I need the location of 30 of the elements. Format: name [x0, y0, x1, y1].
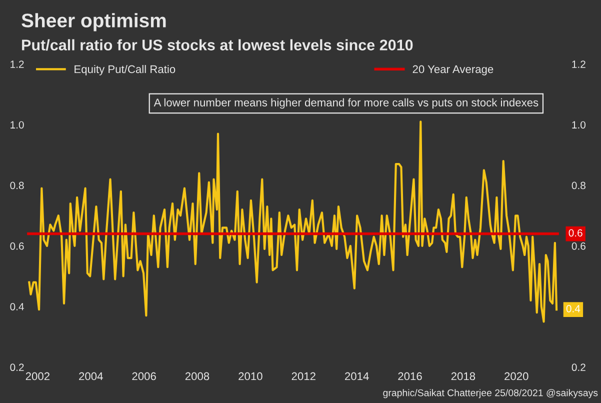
- text: graphic/Saikat Chatterjee 25/08/2021 @saikysays: [383, 389, 598, 398]
- y2-tick-label: 0.8: [572, 182, 586, 190]
- x-tick-label: 2016: [398, 372, 422, 380]
- y-tick-label: 1.2: [10, 60, 24, 68]
- x-tick-label: 2014: [345, 372, 369, 380]
- chart-subtitle: Put/call ratio for US stocks at lowest levels since 2010: [22, 39, 413, 51]
- y-tick-label: 1.0: [10, 121, 24, 129]
- x-tick-label: 2010: [238, 372, 262, 380]
- legend-label: 20 Year Average: [412, 65, 494, 76]
- x-tick-label: 2004: [79, 372, 103, 380]
- x-tick-label: 2006: [132, 372, 156, 380]
- x-tick-label: 2018: [451, 372, 476, 380]
- legend-label: Equity Put/Call Ratio: [74, 64, 176, 76]
- x-tick-label: 2012: [292, 372, 316, 380]
- line-series: [28, 120, 558, 323]
- y-tick-label: 0.2: [10, 364, 24, 372]
- x-tick-label: 2002: [26, 372, 50, 380]
- y-tick-label: 0.6: [10, 242, 24, 250]
- y2-tick-label: 0.2: [572, 364, 586, 372]
- chart-title: Sheer optimism: [22, 13, 166, 32]
- y2-tick-label: 1.2: [572, 60, 586, 68]
- y2-tick-label: 1.0: [572, 121, 586, 129]
- x-tick-label: 2008: [185, 372, 210, 380]
- x-tick-label: 2020: [504, 372, 528, 380]
- annotation: A lower number means higher demand for more calls vs puts on stock indexes: [154, 98, 538, 109]
- y-tick-label: 0.4: [10, 303, 24, 310]
- y-tick-label: 0.8: [10, 182, 24, 190]
- annotation: 0.6: [568, 229, 582, 237]
- y2-tick-label: 0.6: [572, 242, 586, 250]
- annotation: 0.4: [566, 304, 580, 312]
